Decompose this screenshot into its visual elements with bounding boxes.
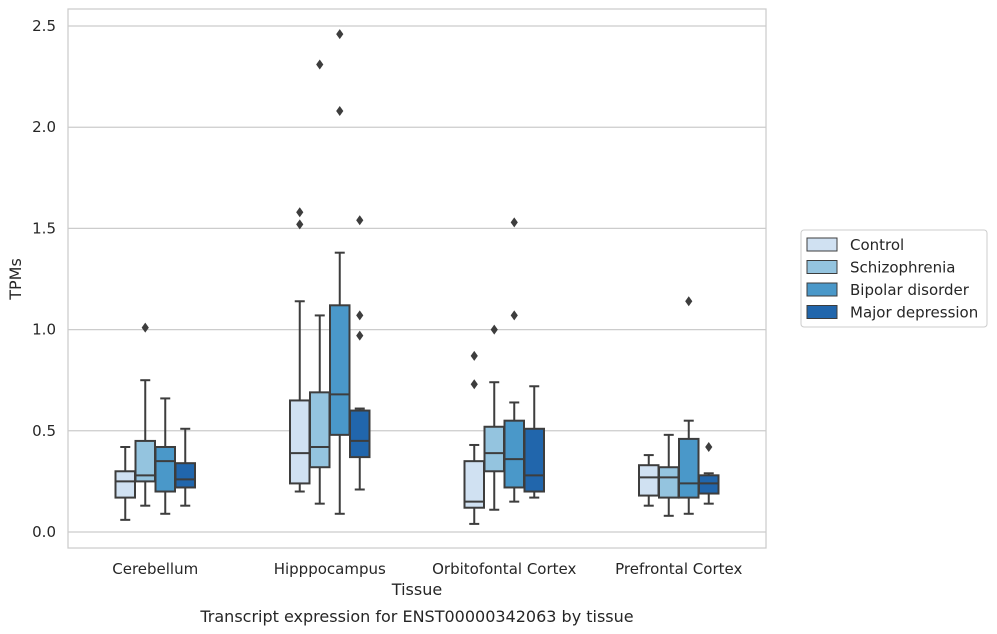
y-tick-labels: 0.0 0.5 1.0 1.5 2.0 2.5 (32, 17, 56, 541)
box-plot-item (329, 29, 351, 515)
legend-label: Bipolar disorder (850, 281, 970, 299)
outlier-point (296, 219, 304, 230)
outlier-point (510, 310, 518, 321)
box-iqr (289, 399, 311, 485)
x-tick-labels: Cerebellum Hipppocampus Orbitofontal Corte… (112, 560, 742, 578)
box-iqr (174, 462, 196, 489)
outlier-point (141, 322, 149, 333)
plot-frame (67, 8, 767, 549)
box-plot-item (174, 427, 196, 507)
y-tick-label: 2.5 (32, 17, 56, 35)
box-iqr (154, 445, 176, 493)
box-plot-item (309, 59, 331, 505)
box-iqr (698, 474, 720, 495)
y-tick-label: 0.5 (32, 422, 56, 440)
legend-swatch (806, 237, 838, 252)
chart-caption: Transcript expression for ENST0000034206… (199, 607, 633, 626)
legend-label: Schizophrenia (850, 259, 955, 277)
legend-label: Control (850, 236, 904, 254)
box-plot-item (114, 445, 136, 521)
box-plot-item (154, 397, 176, 515)
legend-label: Major depression (850, 304, 978, 322)
outlier-point (470, 379, 478, 390)
box-plot-item (349, 215, 371, 491)
outlier-point (705, 441, 713, 452)
box-iqr (114, 470, 136, 499)
outlier-point (356, 310, 364, 321)
box-plot-item (503, 217, 525, 503)
box-iqr (483, 425, 505, 473)
outlier-point (510, 217, 518, 228)
y-tick-label: 1.0 (32, 321, 56, 339)
box-iqr (349, 409, 371, 459)
y-tick-label: 0.0 (32, 523, 56, 541)
box-plot-item (134, 322, 156, 507)
box-plot-item (483, 324, 505, 511)
box-plot-item (698, 441, 720, 505)
outlier-point (470, 350, 478, 361)
legend-swatch (806, 282, 838, 297)
legend-swatch (806, 305, 838, 319)
box-layer (114, 29, 720, 525)
legend: Control Schizophrenia Bipolar disorder Majo… (800, 229, 988, 328)
box-iqr (658, 466, 680, 499)
box-iqr (463, 460, 485, 509)
outlier-point (296, 207, 304, 218)
box-iqr (523, 427, 545, 493)
box-plot-item (638, 454, 660, 507)
outlier-point (685, 296, 693, 307)
box-iqr (309, 391, 331, 469)
box-plot-item (463, 350, 485, 525)
y-axis-title: TPMs (6, 258, 25, 301)
outlier-point (356, 330, 364, 341)
x-tick-label: Prefrontal Cortex (615, 560, 742, 578)
y-tick-label: 1.5 (32, 219, 56, 237)
box-plot-item (523, 385, 545, 499)
y-tick-label: 2.0 (32, 118, 56, 136)
x-tick-label: Orbitofontal Cortex (432, 560, 576, 578)
box-plot-item (658, 433, 680, 517)
outlier-point (356, 215, 364, 226)
box-plot-item (289, 207, 311, 493)
outlier-point (336, 29, 344, 40)
outlier-point (316, 59, 324, 70)
legend-frame (800, 229, 988, 328)
legend-swatch (806, 260, 838, 274)
x-tick-label: Hipppocampus (274, 560, 386, 578)
outlier-point (336, 106, 344, 117)
x-axis-title: Tissue (391, 580, 442, 599)
box-iqr (638, 464, 660, 497)
box-iqr (678, 437, 700, 499)
box-plot-item (678, 296, 700, 515)
box-iqr (329, 304, 351, 436)
x-tick-label: Cerebellum (112, 560, 198, 578)
box-iqr (503, 419, 525, 489)
outlier-point (490, 324, 498, 335)
